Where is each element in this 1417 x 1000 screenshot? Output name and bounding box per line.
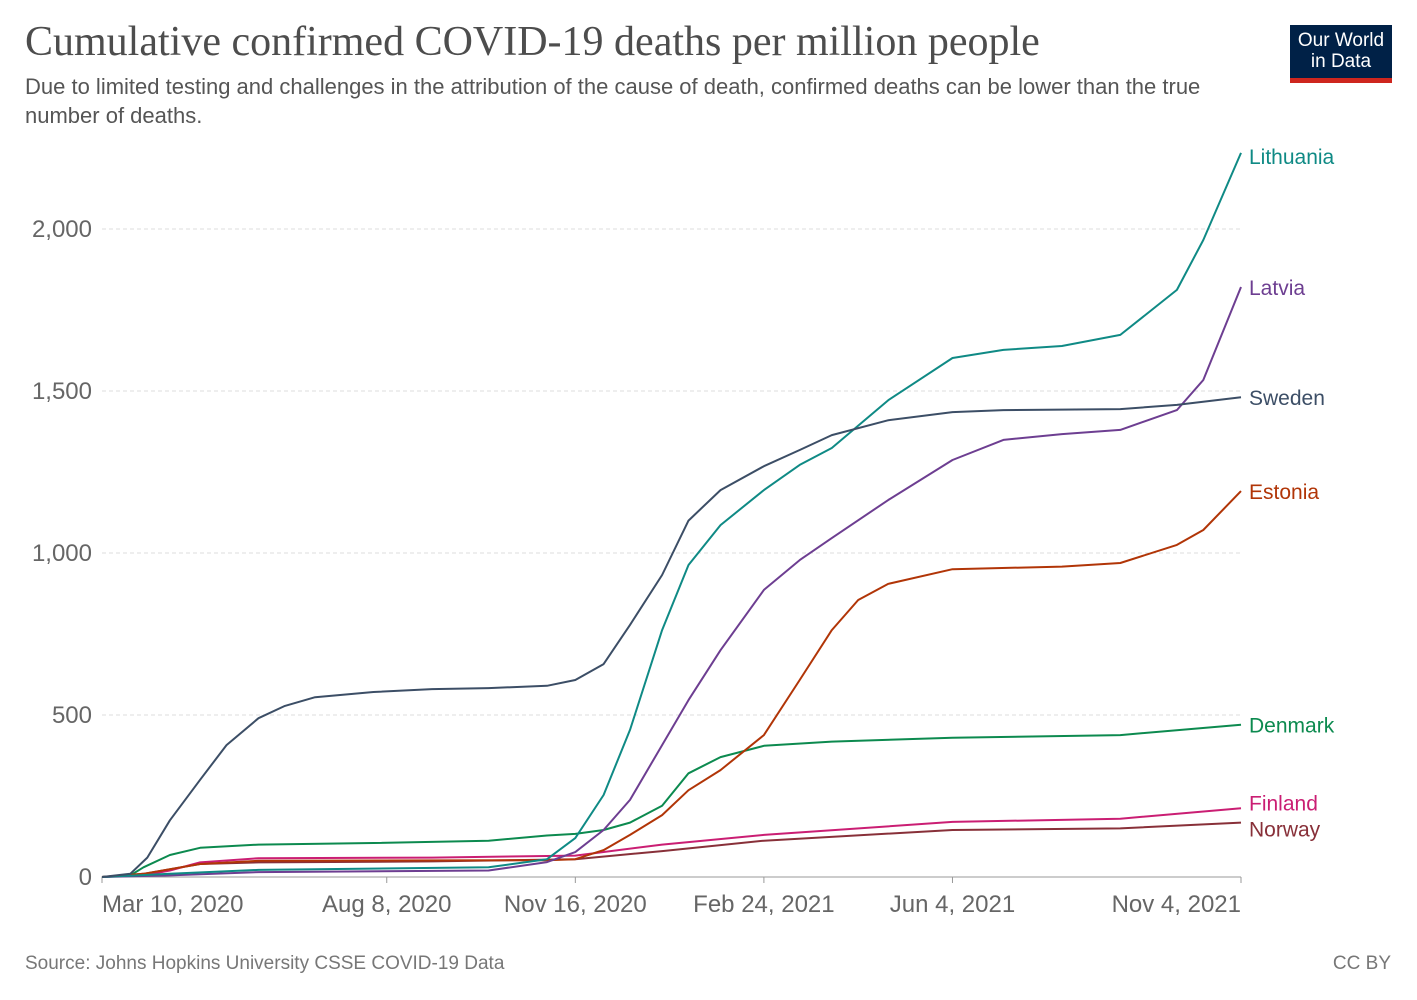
y-tick-label: 1,000 bbox=[32, 540, 92, 567]
y-tick-label: 2,000 bbox=[32, 216, 92, 243]
chart-title: Cumulative confirmed COVID-19 deaths per… bbox=[25, 19, 1040, 65]
series-line-denmark bbox=[101, 723, 1242, 878]
owid-logo[interactable]: Our World in Data bbox=[1290, 25, 1392, 83]
x-tick-label: Nov 4, 2021 bbox=[1112, 891, 1241, 918]
series-line-estonia bbox=[101, 490, 1242, 878]
x-tick-label: Nov 16, 2020 bbox=[504, 891, 647, 918]
y-tick-label: 500 bbox=[52, 702, 92, 729]
chart-subtitle: Due to limited testing and challenges in… bbox=[25, 74, 1201, 128]
source-note[interactable]: Source: Johns Hopkins University CSSE CO… bbox=[25, 953, 505, 974]
series-label-finland: Finland bbox=[1249, 792, 1318, 815]
y-tick-label: 0 bbox=[79, 864, 92, 891]
x-tick-label: Jun 4, 2021 bbox=[890, 891, 1015, 918]
logo-line1: Our World bbox=[1297, 30, 1385, 51]
x-tick-label: Mar 10, 2020 bbox=[102, 891, 243, 918]
license-label[interactable]: CC BY bbox=[1332, 953, 1391, 974]
series-label-norway: Norway bbox=[1249, 819, 1321, 842]
x-tick-label: Feb 24, 2021 bbox=[693, 891, 834, 918]
series-label-denmark: Denmark bbox=[1249, 715, 1335, 738]
series-line-finland bbox=[101, 807, 1242, 878]
series-label-latvia: Latvia bbox=[1249, 277, 1305, 300]
y-tick-label: 1,500 bbox=[32, 378, 92, 405]
x-tick-label: Aug 8, 2020 bbox=[322, 891, 451, 918]
series-line-lithuania bbox=[101, 152, 1242, 878]
logo-line2: in Data bbox=[1310, 51, 1372, 72]
series-label-sweden: Sweden bbox=[1249, 387, 1325, 410]
series-label-estonia: Estonia bbox=[1249, 481, 1319, 504]
series-label-lithuania: Lithuania bbox=[1249, 146, 1335, 169]
series-line-latvia bbox=[101, 286, 1242, 878]
series-line-sweden bbox=[101, 396, 1242, 878]
